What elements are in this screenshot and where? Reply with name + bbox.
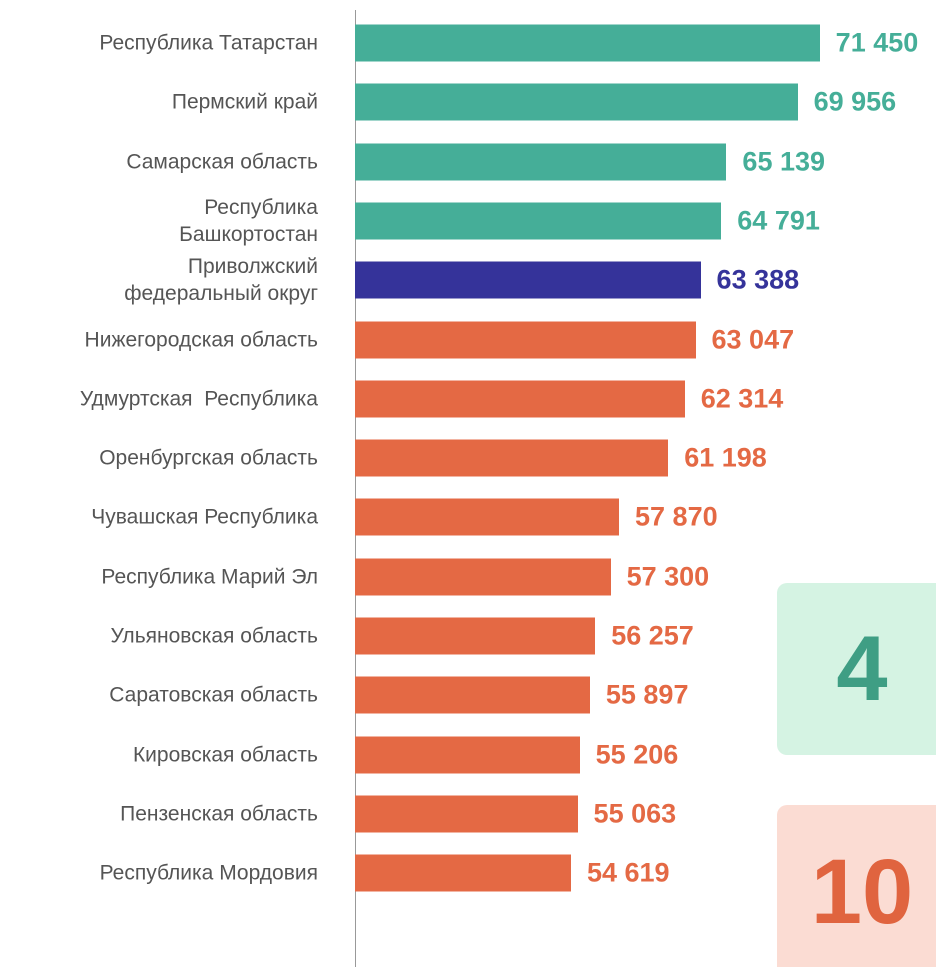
bar [355,795,578,833]
value-label: 64 791 [737,205,820,236]
axis-line [355,10,356,967]
category-label: Ульяновская область [110,624,319,648]
value-label: 65 139 [742,146,826,177]
category-label: Пензенская область [120,802,318,826]
value-label: 55 897 [605,679,689,710]
category-label: Саратовская область [109,683,318,707]
category-label: Приволжский федеральный округ [124,255,318,306]
bar [355,676,590,714]
badge: 10 [777,805,936,967]
bar [355,439,669,477]
bar [355,321,696,358]
bar [355,143,727,181]
category-label: Самарская область [126,150,318,174]
bar [355,24,820,62]
bar [355,202,722,240]
value-label: 62 314 [700,383,784,414]
bar [355,261,701,299]
category-label: Нижегородская область [84,328,318,351]
bar [355,83,798,121]
value-label: 55 063 [593,798,677,829]
value-label: 57 300 [626,561,710,592]
value-label: 63 047 [711,324,795,354]
value-label: 61 198 [684,442,767,473]
category-label: Оренбургская область [99,446,318,470]
bar [355,736,580,774]
value-label: 54 619 [586,857,670,888]
value-label: 63 388 [716,264,800,295]
category-label: Республика Татарстан [99,31,318,55]
value-label: 56 257 [611,620,694,651]
value-label: 57 870 [635,501,718,532]
category-label: Республика Марий Эл [101,565,318,589]
bar [355,558,611,596]
category-label: Кировская область [132,743,318,767]
category-label: Удмуртская Республика [79,387,318,411]
category-label: Пермский край [171,90,318,114]
bar [355,617,596,655]
value-label: 69 956 [813,86,897,117]
category-label: Республика Мордовия [99,861,318,885]
bar [355,854,571,892]
value-label: 71 450 [835,27,919,58]
badge: 4 [777,583,936,755]
category-label: Чувашская Республика [91,505,318,529]
bar [355,498,620,536]
value-label: 55 206 [595,739,679,770]
category-label: Республика Башкортостан [179,195,318,246]
bar [355,380,685,418]
